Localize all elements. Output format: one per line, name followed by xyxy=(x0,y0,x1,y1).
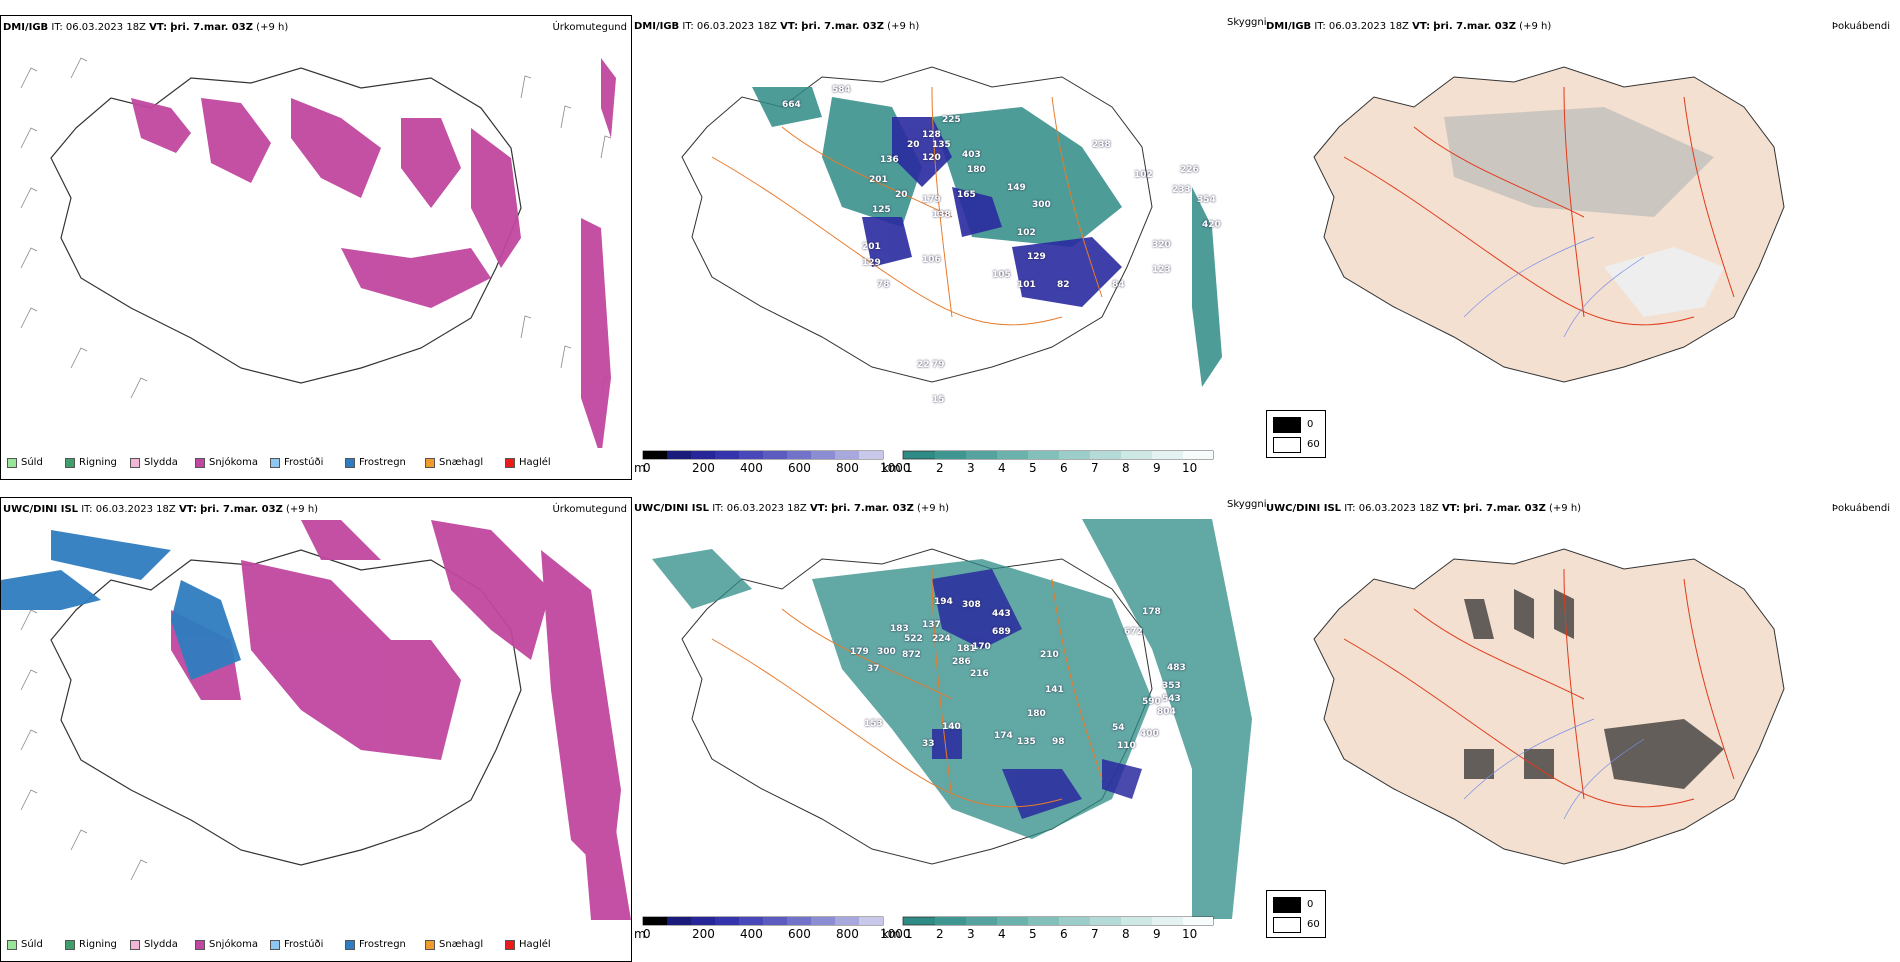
panel-header: UWC/DINI ISL IT: 06.03.2023 18Z VT: þri.… xyxy=(3,504,319,515)
panel-header: UWC/DINI ISL IT: 06.03.2023 18Z VT: þri.… xyxy=(634,503,950,514)
precip-map xyxy=(1,520,631,920)
legend-item-drizzle: Súld xyxy=(7,457,43,468)
legend-item-snow: Snjókoma xyxy=(195,457,258,468)
legend-item-snow-grains: Snæhagl xyxy=(425,457,483,468)
cloud-base-area xyxy=(862,117,1122,307)
model-name: DMI/IGB xyxy=(3,22,49,33)
cloud-visibility-panel-row1: DMI/IGB IT: 06.03.2023 18Z VT: þri. 7.ma… xyxy=(632,15,1267,480)
panel-title: Skyggni xyxy=(1227,499,1267,510)
legend-item-sleet: Slydda xyxy=(130,457,178,468)
fog-scale-legend-row1: 0 60 xyxy=(1266,410,1326,458)
fog-indicator-panel-row1: DMI/IGB IT: 06.03.2023 18Z VT: þri. 7.ma… xyxy=(1264,15,1896,480)
cloud-base-area xyxy=(932,569,1142,819)
cloud-base-colorbar xyxy=(642,450,1214,460)
valid-time: þri. 7.mar. 03Z xyxy=(170,22,253,33)
cloud-base-map xyxy=(681,66,1222,387)
freezing-rain-area xyxy=(1,530,241,680)
wind-barbs xyxy=(20,57,612,399)
panel-title: Úrkomutegund xyxy=(552,504,627,515)
precip-map xyxy=(20,57,616,448)
fog-map xyxy=(1313,66,1785,383)
precip-type-panel-row1: DMI/IGB IT: 06.03.2023 18Z VT: þri. 7.ma… xyxy=(0,15,632,480)
panel-header: DMI/IGB IT: 06.03.2023 18Z VT: þri. 7.ma… xyxy=(1266,21,1552,32)
fog-scale-legend-row2: 0 60 xyxy=(1266,890,1326,938)
precip-legend: Súld Rigning Slydda Snjókoma Frostúði Fr… xyxy=(5,935,629,957)
precip-type-panel-row2: UWC/DINI ISL IT: 06.03.2023 18Z VT: þri.… xyxy=(0,497,632,962)
panel-header: DMI/IGB IT: 06.03.2023 18Z VT: þri. 7.ma… xyxy=(3,22,289,33)
legend-item-rain: Rigning xyxy=(65,457,117,468)
precip-legend: Súld Rigning Slydda Snjókoma Frostúði Fr… xyxy=(5,453,629,475)
init-time: 06.03.2023 18Z xyxy=(65,22,146,33)
roads xyxy=(711,86,1103,326)
fog-indicator-panel-row2: UWC/DINI ISL IT: 06.03.2023 18Z VT: þri.… xyxy=(1264,497,1896,962)
panel-header: UWC/DINI ISL IT: 06.03.2023 18Z VT: þri.… xyxy=(1266,503,1582,514)
legend-item-freezing-drizzle: Frostúði xyxy=(270,457,323,468)
visibility-area xyxy=(652,519,1252,919)
legend-item-hail: Haglél xyxy=(505,457,551,468)
snow-area xyxy=(171,520,631,920)
iceland-outline xyxy=(50,67,522,384)
snow-area xyxy=(131,58,616,448)
panel-title: Þokuábendi xyxy=(1831,503,1890,514)
cloud-visibility-panel-row2: UWC/DINI ISL IT: 06.03.2023 18Z VT: þri.… xyxy=(632,497,1267,962)
legend-item-freezing-rain: Frostregn xyxy=(345,457,406,468)
cloud-base-colorbar xyxy=(642,916,1214,926)
fog-map xyxy=(1313,548,1785,865)
lead-time: (+9 h) xyxy=(256,22,289,33)
panel-title: Þokuábendi xyxy=(1831,21,1890,32)
cloud-base-map xyxy=(652,519,1252,919)
panel-title: Úrkomutegund xyxy=(552,22,627,33)
panel-header: DMI/IGB IT: 06.03.2023 18Z VT: þri. 7.ma… xyxy=(634,21,920,32)
panel-title: Skyggni xyxy=(1227,17,1267,28)
